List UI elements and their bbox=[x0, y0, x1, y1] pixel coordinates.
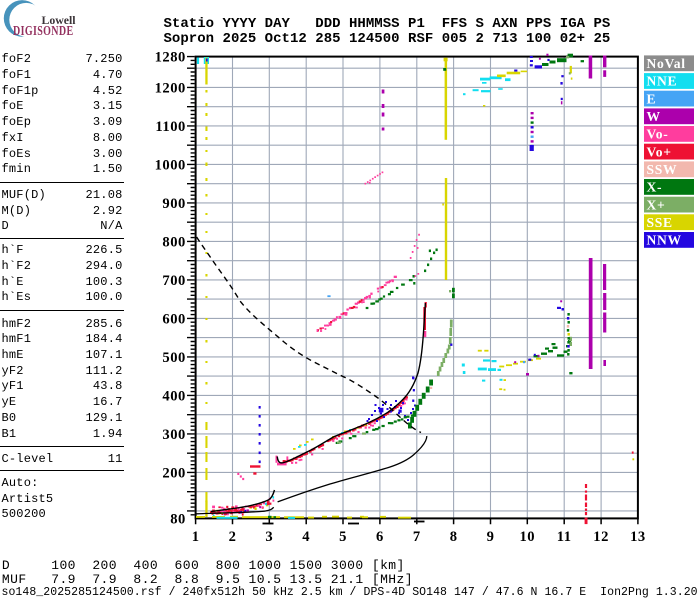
svg-text:1280: 1280 bbox=[155, 50, 186, 66]
svg-text:13: 13 bbox=[630, 529, 646, 545]
svg-text:10: 10 bbox=[520, 529, 536, 545]
svg-text:Vo-: Vo- bbox=[647, 127, 669, 142]
svg-text:400: 400 bbox=[162, 388, 185, 404]
svg-text:800: 800 bbox=[162, 234, 185, 250]
svg-text:600: 600 bbox=[162, 311, 185, 327]
svg-text:SSW: SSW bbox=[647, 162, 678, 177]
svg-text:SSE: SSE bbox=[647, 215, 673, 230]
svg-text:2: 2 bbox=[229, 529, 237, 545]
svg-text:700: 700 bbox=[162, 273, 185, 289]
svg-text:900: 900 bbox=[162, 196, 185, 212]
svg-text:Vo+: Vo+ bbox=[647, 144, 672, 159]
svg-text:NNW: NNW bbox=[647, 233, 682, 248]
svg-text:7: 7 bbox=[413, 529, 421, 545]
svg-text:NNE: NNE bbox=[647, 74, 678, 89]
svg-text:1000: 1000 bbox=[155, 157, 186, 173]
svg-text:200: 200 bbox=[162, 465, 185, 481]
svg-text:3: 3 bbox=[265, 529, 273, 545]
svg-text:X-: X- bbox=[647, 180, 663, 195]
svg-text:80: 80 bbox=[170, 512, 186, 528]
svg-text:E: E bbox=[647, 91, 657, 106]
svg-text:W: W bbox=[647, 109, 661, 124]
svg-text:NoVal: NoVal bbox=[647, 56, 686, 71]
svg-text:1200: 1200 bbox=[155, 80, 186, 96]
svg-text:11: 11 bbox=[557, 529, 572, 545]
svg-text:6: 6 bbox=[376, 529, 384, 545]
svg-text:500: 500 bbox=[162, 350, 185, 366]
svg-text:300: 300 bbox=[162, 427, 185, 443]
svg-text:9: 9 bbox=[487, 529, 495, 545]
svg-text:8: 8 bbox=[450, 529, 458, 545]
svg-text:1100: 1100 bbox=[155, 119, 185, 135]
svg-text:5: 5 bbox=[339, 529, 347, 545]
svg-text:4: 4 bbox=[302, 529, 310, 545]
svg-text:X+: X+ bbox=[647, 197, 666, 212]
svg-text:12: 12 bbox=[593, 529, 609, 545]
svg-text:1: 1 bbox=[192, 529, 200, 545]
